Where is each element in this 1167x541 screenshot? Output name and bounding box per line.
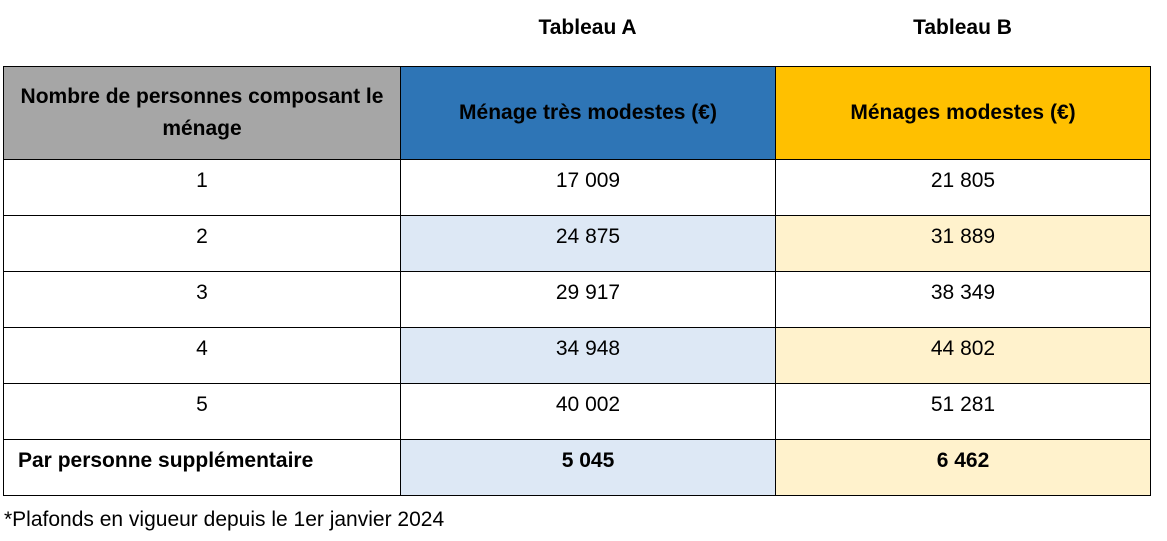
header-tres-modestes: Ménage très modestes (€) [400,66,776,160]
cell-extra-modestes: 6 462 [775,439,1151,496]
table-row: 5 40 002 51 281 [3,383,1151,440]
cell-persons: 4 [3,327,401,384]
table-row: 1 17 009 21 805 [3,159,1151,216]
cell-persons: 3 [3,271,401,328]
cell-persons: 2 [3,215,401,272]
tableau-b-title: Tableau B [913,16,1012,39]
cell-persons: 5 [3,383,401,440]
footnote: *Plafonds en vigueur depuis le 1er janvi… [4,508,445,531]
cell-modestes: 38 349 [775,271,1151,328]
cell-tres-modestes: 40 002 [400,383,776,440]
cell-extra-label: Par personne supplémentaire [3,439,401,496]
table-row-extra-person: Par personne supplémentaire 5 045 6 462 [3,439,1151,496]
cell-tres-modestes: 29 917 [400,271,776,328]
income-ceiling-table: Nombre de personnes composant le ménage … [3,66,1151,496]
cell-tres-modestes: 17 009 [400,159,776,216]
cell-modestes: 44 802 [775,327,1151,384]
cell-tres-modestes: 34 948 [400,327,776,384]
header-modestes: Ménages modestes (€) [775,66,1151,160]
tableau-a-title: Tableau A [538,16,637,39]
header-persons: Nombre de personnes composant le ménage [3,66,401,160]
table-header-row: Nombre de personnes composant le ménage … [3,66,1151,160]
cell-modestes: 21 805 [775,159,1151,216]
cell-tres-modestes: 24 875 [400,215,776,272]
cell-persons: 1 [3,159,401,216]
cell-modestes: 31 889 [775,215,1151,272]
table-row: 3 29 917 38 349 [3,271,1151,328]
table-row: 2 24 875 31 889 [3,215,1151,272]
cell-extra-tres-modestes: 5 045 [400,439,776,496]
table-row: 4 34 948 44 802 [3,327,1151,384]
cell-modestes: 51 281 [775,383,1151,440]
